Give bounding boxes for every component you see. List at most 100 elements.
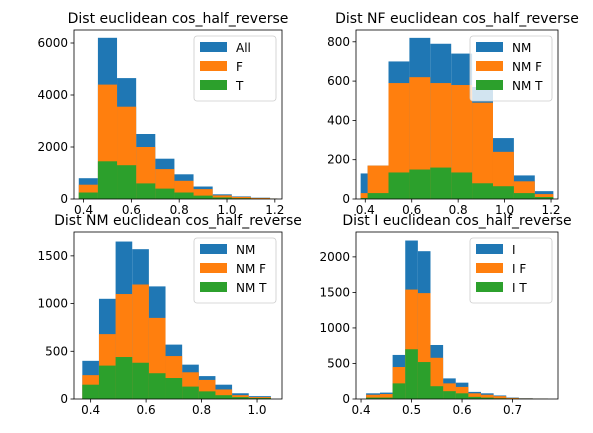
histogram-bar (480, 397, 494, 399)
y-tick-label: 0 (342, 392, 350, 406)
x-tick-label: 0.8 (170, 203, 189, 217)
y-tick-label: 0 (60, 392, 68, 406)
histogram-bar (472, 183, 493, 199)
legend-label: All (236, 41, 251, 55)
histogram-bar (430, 386, 444, 399)
x-tick-label: 0.7 (503, 403, 522, 417)
histogram-bar (198, 391, 216, 399)
y-tick-label: 400 (327, 113, 350, 127)
legend-label: NM (512, 41, 531, 55)
histogram-bar (155, 188, 175, 199)
chart-title: Dist NM euclidean cos_half_reverse (54, 213, 302, 229)
histogram-bar (430, 167, 452, 199)
series-3 (360, 167, 554, 199)
x-tick-label: 1.0 (217, 203, 236, 217)
histogram-bar (132, 362, 149, 399)
legend-swatch (200, 282, 227, 292)
histogram-bar (480, 394, 494, 399)
histogram-bar (360, 198, 368, 199)
legend: NM NM F NM T (193, 237, 277, 304)
histogram-bar (248, 397, 271, 399)
legend-swatch (476, 42, 503, 52)
histogram-bar (409, 169, 431, 199)
legend-label: NM F (236, 262, 266, 276)
legend: NM NM F NM T (469, 35, 553, 102)
histogram-bar (360, 173, 368, 199)
legend: I I F I T (469, 237, 553, 304)
y-tick-label: 2000 (319, 250, 350, 264)
histogram-bar (468, 393, 481, 399)
histogram-bar (98, 365, 116, 399)
histogram-bar (174, 192, 194, 199)
y-tick-label: 200 (327, 153, 350, 167)
y-tick-label: 0 (342, 192, 350, 206)
axes-frame (73, 29, 283, 200)
histogram-bar (388, 172, 410, 199)
y-tick-label: 500 (327, 356, 350, 370)
histogram-bar (360, 193, 368, 199)
legend-label: NM (236, 243, 255, 257)
legend-label: NM T (512, 79, 543, 93)
x-tick-label: 0.4 (352, 403, 371, 417)
legend-label: NM F (512, 60, 542, 74)
histogram-bar (78, 192, 98, 199)
axes-frame (355, 29, 559, 200)
legend-swatch (476, 263, 503, 273)
y-tick-label: 1000 (37, 297, 68, 311)
histogram-bar (388, 83, 410, 199)
histogram-bar (366, 397, 380, 399)
y-tick-label: 800 (327, 35, 350, 49)
histogram-bar (367, 165, 389, 199)
histogram-bar (97, 161, 118, 199)
histogram-bar (193, 195, 213, 199)
y-tick-label: 2000 (37, 140, 68, 154)
histogram-bar (451, 172, 473, 199)
histogram-bar (148, 373, 166, 399)
subplot-3: 0.4 0.6 0.8 1.0 0 500 1000 1500 Dist NM euclidea… (37, 213, 301, 417)
x-tick-label: 0.8 (192, 403, 211, 417)
chart-title: Dist euclidean cos_half_reverse (68, 11, 289, 27)
histogram-bar (232, 397, 249, 399)
legend-swatch (476, 282, 503, 292)
histogram-bar (136, 183, 156, 199)
y-tick-label: 600 (327, 74, 350, 88)
legend-swatch (476, 244, 503, 254)
subplot-4: 0.4 0.5 0.6 0.7 0 500 1000 1500 2000 Dist I eucli… (319, 213, 571, 417)
histogram-bar (534, 197, 554, 199)
legend-swatch (200, 42, 227, 52)
histogram-bar (212, 197, 232, 199)
histogram-bar (366, 394, 380, 399)
series-3 (366, 349, 548, 399)
histogram-bar (417, 362, 431, 399)
chart-title: Dist I euclidean cos_half_reverse (342, 213, 571, 229)
histogram-bar (409, 77, 431, 199)
x-tick-label: 1.2 (265, 203, 284, 217)
histogram-bar (493, 396, 507, 399)
histogram-bar (115, 357, 133, 399)
histogram-bar (451, 85, 473, 199)
histogram-bar (513, 193, 535, 199)
series-3 (78, 161, 278, 199)
x-tick-label: 1.0 (495, 203, 514, 217)
histogram-bar (215, 395, 233, 399)
x-tick-label: 1.2 (541, 203, 560, 217)
histogram-bar (193, 189, 213, 199)
legend-swatch (200, 244, 227, 254)
histogram-bar (379, 394, 393, 399)
legend-swatch (476, 80, 503, 90)
axes-frame (73, 231, 283, 400)
x-tick-label: 0.4 (81, 403, 100, 417)
series-3 (82, 357, 271, 399)
legend-swatch (200, 263, 227, 273)
histogram-bar (117, 165, 137, 199)
x-tick-label: 0.6 (122, 203, 141, 217)
x-tick-label: 0.6 (137, 403, 156, 417)
legend: All FT (193, 35, 277, 102)
x-tick-label: 0.4 (74, 203, 93, 217)
histogram-bar (182, 386, 199, 399)
histogram-bar (506, 397, 519, 399)
x-tick-label: 0.6 (453, 403, 472, 417)
y-tick-label: 0 (60, 192, 68, 206)
